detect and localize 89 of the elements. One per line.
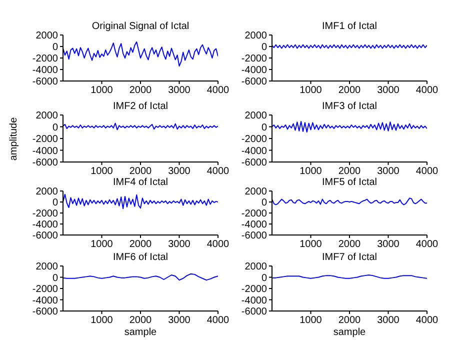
x-tick-label: 3000 <box>168 315 191 326</box>
y-tick-label: 0 <box>261 272 268 284</box>
y-tick-label: 0 <box>52 122 58 134</box>
x-tick-label: 4000 <box>416 85 439 96</box>
y-tick-label: 2000 <box>36 262 58 273</box>
y-tick-label: -4000 <box>241 146 268 157</box>
x-tick-label: 3000 <box>168 239 191 250</box>
y-tick-label: -4000 <box>32 295 58 306</box>
y-tick-label: -2000 <box>241 134 268 146</box>
line-series <box>63 194 218 210</box>
y-tick-label: 2000 <box>36 30 58 42</box>
x-tick-label: 1000 <box>90 315 114 326</box>
y-tick-label: 0 <box>52 272 58 284</box>
y-tick-label: 2000 <box>244 30 268 42</box>
y-tick-label: -4000 <box>241 295 268 306</box>
x-tick-label: 2000 <box>338 85 362 96</box>
x-tick-label: 1000 <box>300 85 322 96</box>
y-tick-label: 0 <box>261 198 268 209</box>
y-tick-label: -2000 <box>241 208 268 220</box>
chart-title: IMF6 of Ictal <box>112 252 169 263</box>
x-tick-label: 3000 <box>377 315 400 326</box>
y-tick-label: 2000 <box>244 262 268 273</box>
x-tick-label: 4000 <box>416 315 439 326</box>
y-tick-label: -2000 <box>241 284 268 296</box>
x-tick-label: 4000 <box>206 85 230 96</box>
x-tick-label: 2000 <box>338 315 362 326</box>
x-tick-label: 3000 <box>377 239 400 250</box>
y-tick-label: -6000 <box>32 306 58 318</box>
x-tick-label: 3000 <box>168 85 191 96</box>
y-tick-label: 0 <box>52 198 58 209</box>
x-tick-label: 4000 <box>416 166 439 178</box>
x-tick-label: 4000 <box>206 239 230 250</box>
x-tick-label: 3000 <box>168 166 191 178</box>
y-tick-label: -2000 <box>32 134 58 146</box>
x-tick-label: 2000 <box>129 85 152 96</box>
x-tick-label: 1000 <box>90 85 114 96</box>
x-axis-title: sample <box>332 327 367 338</box>
x-tick-label: 4000 <box>416 239 439 250</box>
y-tick-label: -6000 <box>32 230 58 242</box>
x-tick-label: 1000 <box>90 239 114 250</box>
x-tick-label: 2000 <box>129 166 152 178</box>
x-tick-label: 1000 <box>90 166 114 178</box>
y-tick-label: -2000 <box>32 54 58 65</box>
y-tick-label: -4000 <box>32 220 58 231</box>
y-tick-label: -6000 <box>241 230 268 242</box>
x-tick-label: 4000 <box>206 166 230 178</box>
x-tick-label: 2000 <box>338 166 362 178</box>
y-tick-label: 0 <box>261 42 268 54</box>
y-axis-title: amplitude <box>8 116 20 160</box>
x-axis-title: sample <box>123 327 158 338</box>
y-tick-label: -2000 <box>32 284 58 296</box>
y-tick-label: -6000 <box>32 76 58 88</box>
y-tick-label: 2000 <box>36 186 58 198</box>
chart-title: IMF3 of Ictal <box>320 101 378 112</box>
chart-title: IMF4 of Ictal <box>112 177 169 188</box>
x-tick-label: 3000 <box>377 85 400 96</box>
chart-title: IMF7 of Ictal <box>320 252 378 263</box>
y-tick-label: 0 <box>261 122 268 134</box>
y-tick-label: -2000 <box>241 54 268 65</box>
y-tick-label: -6000 <box>241 158 268 169</box>
y-tick-label: -6000 <box>241 76 268 88</box>
chart-title: IMF2 of Ictal <box>112 101 169 112</box>
y-tick-label: -4000 <box>32 65 58 76</box>
y-tick-label: -6000 <box>241 306 268 318</box>
y-tick-label: -4000 <box>241 220 268 231</box>
chart-title: IMF5 of Ictal <box>320 177 378 188</box>
x-tick-label: 2000 <box>129 315 152 326</box>
x-tick-label: 2000 <box>129 239 152 250</box>
y-tick-label: 2000 <box>244 110 268 122</box>
x-tick-label: 1000 <box>300 166 322 178</box>
line-series <box>272 120 427 133</box>
x-tick-label: 1000 <box>300 315 322 326</box>
chart-title: Original Signal of Ictal <box>90 21 190 32</box>
y-tick-label: -2000 <box>32 208 58 220</box>
y-tick-label: 2000 <box>244 186 268 198</box>
x-tick-label: 2000 <box>338 239 362 250</box>
line-series <box>272 198 427 206</box>
x-tick-label: 3000 <box>377 166 400 178</box>
x-tick-label: 1000 <box>300 239 322 250</box>
y-tick-label: -4000 <box>32 146 58 157</box>
line-series <box>63 122 218 130</box>
chart-title: IMF1 of Ictal <box>320 21 378 32</box>
y-tick-label: 0 <box>52 42 58 54</box>
line-series <box>63 41 218 67</box>
y-tick-label: -6000 <box>32 158 58 169</box>
y-tick-label: -4000 <box>241 65 268 76</box>
line-series <box>63 273 218 281</box>
x-tick-label: 4000 <box>206 315 230 326</box>
y-tick-label: 2000 <box>36 110 58 122</box>
